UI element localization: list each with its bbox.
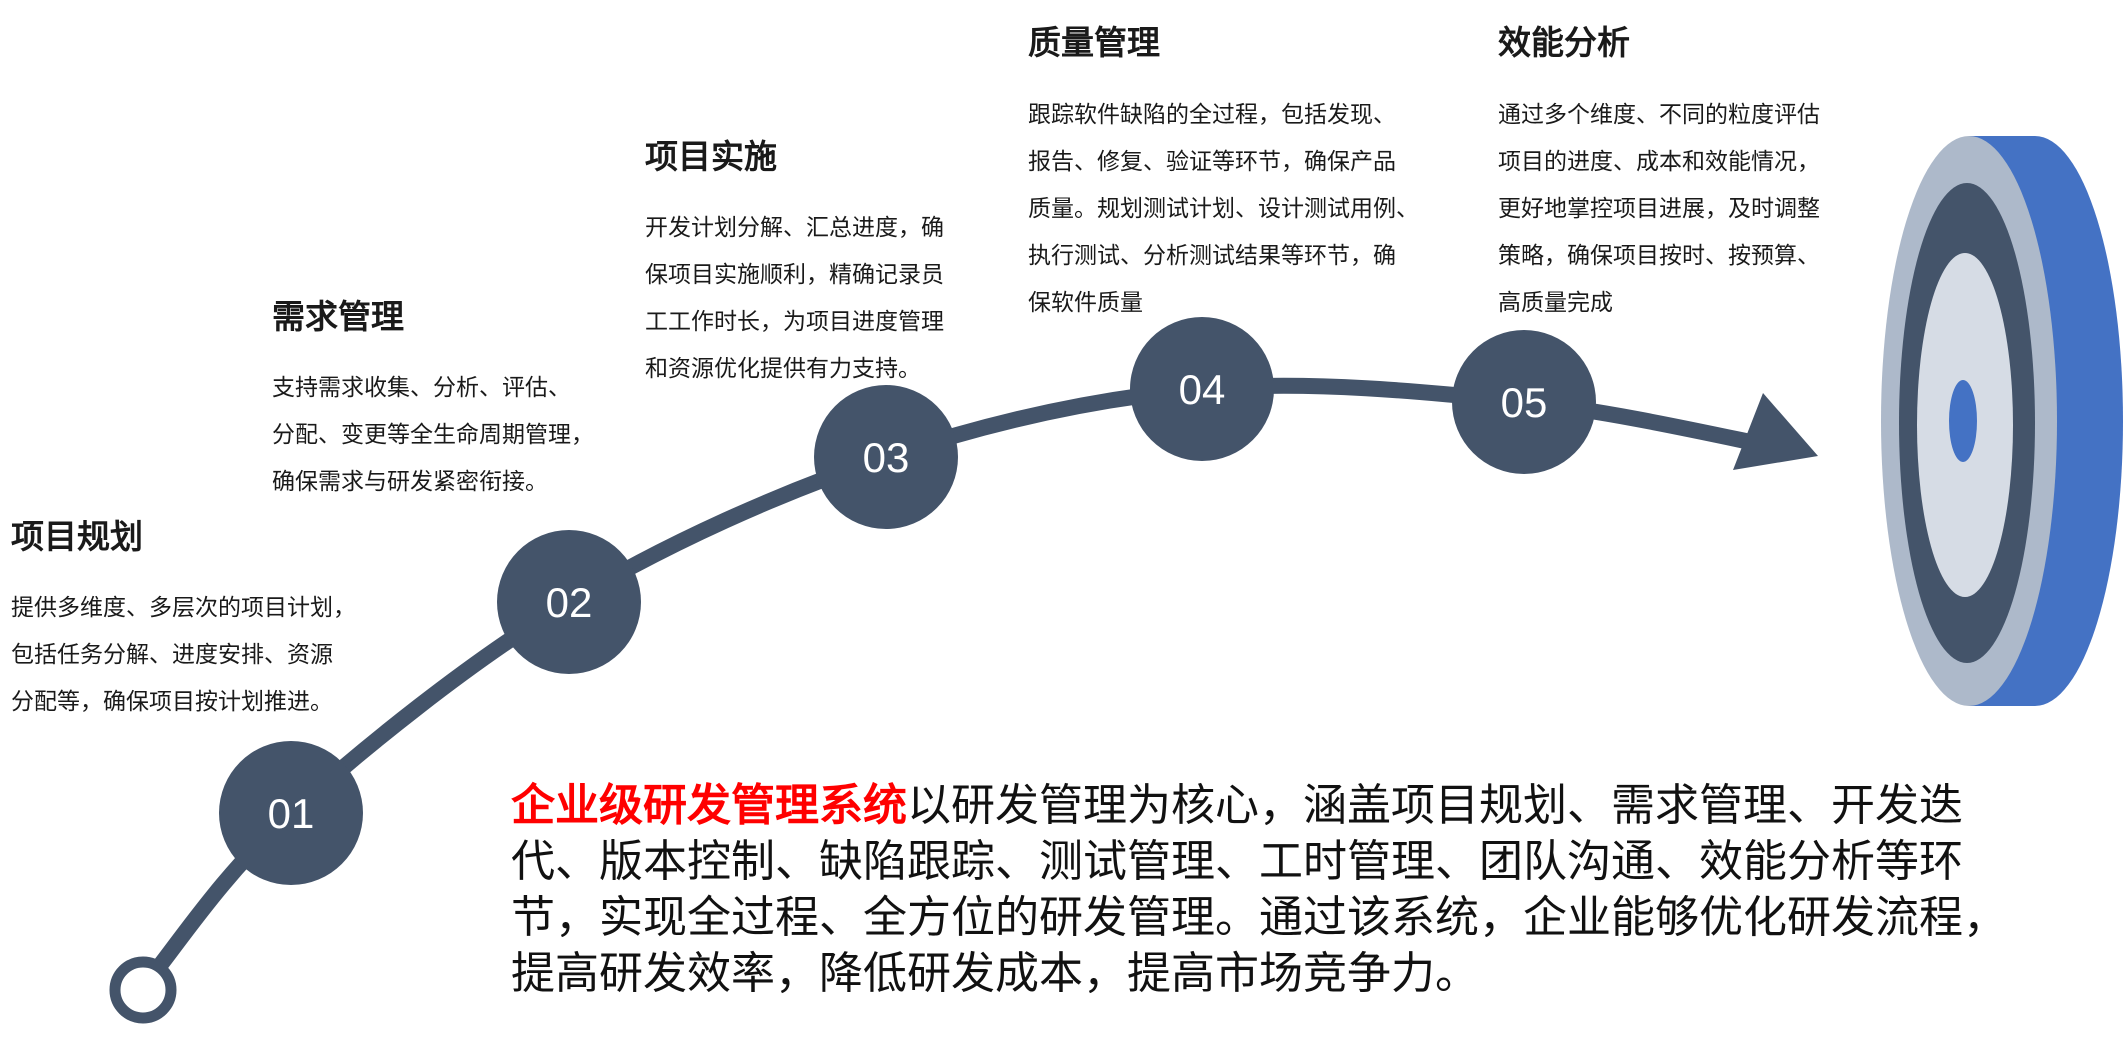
description-line: 更好地掌控项目进展，及时调整 — [1498, 196, 1820, 222]
step-node-01: 01 — [219, 741, 363, 885]
summary-line: 提高研发效率，降低研发成本，提高市场竞争力。 — [511, 948, 1479, 999]
summary-line: 企业级研发管理系统以研发管理为核心，涵盖项目规划、需求管理、开发迭 — [511, 780, 1963, 831]
step-number: 03 — [863, 434, 910, 481]
target-icon — [1881, 136, 2123, 706]
stage-title: 效能分析 — [1498, 23, 1630, 62]
description-line: 高质量完成 — [1498, 290, 1613, 316]
stage-description: 提供多维度、多层次的项目计划， 包括任务分解、进度安排、资源 分配等，确保项目按计划… — [11, 585, 356, 726]
description-line: 跟踪软件缺陷的全过程，包括发现、 — [1028, 102, 1396, 128]
summary-line: 代、版本控制、缺陷跟踪、测试管理、工时管理、团队沟通、效能分析等环 — [511, 836, 1963, 887]
step-number: 04 — [1179, 366, 1226, 413]
step-circle — [497, 530, 641, 674]
description-line: 通过多个维度、不同的粒度评估 — [1498, 102, 1820, 128]
step-circle — [1130, 317, 1274, 461]
description-line: 策略，确保项目按时、按预算、 — [1498, 243, 1820, 269]
step-number: 02 — [546, 579, 593, 626]
stage-description: 支持需求收集、分析、评估、 分配、变更等全生命周期管理， 确保需求与研发紧密衔接。 — [272, 365, 594, 506]
stage-title: 项目规划 — [11, 517, 143, 556]
step-circle — [814, 385, 958, 529]
step-circle — [1452, 330, 1596, 474]
summary-paragraph: 企业级研发管理系统以研发管理为核心，涵盖项目规划、需求管理、开发迭 代、版本控制… — [511, 778, 2007, 1002]
description-line: 开发计划分解、汇总进度，确 — [645, 215, 944, 241]
step-number: 01 — [268, 790, 315, 837]
summary-line: 节，实现全过程、全方位的研发管理。通过该系统，企业能够优化研发流程， — [511, 892, 2007, 943]
description-line: 报告、修复、验证等环节，确保产品 — [1028, 149, 1396, 175]
stage-title: 项目实施 — [645, 137, 777, 176]
description-line: 分配等，确保项目按计划推进。 — [11, 689, 333, 715]
step-number: 05 — [1501, 379, 1548, 426]
description-line: 分配、变更等全生命周期管理， — [272, 422, 594, 448]
stage-title: 质量管理 — [1028, 23, 1160, 62]
step-node-03: 03 — [814, 385, 958, 529]
description-line: 执行测试、分析测试结果等环节，确 — [1028, 243, 1396, 269]
description-line: 质量。规划测试计划、设计测试用例、 — [1028, 196, 1419, 222]
description-line: 提供多维度、多层次的项目计划， — [11, 595, 356, 621]
description-line: 支持需求收集、分析、评估、 — [272, 375, 571, 401]
description-line: 包括任务分解、进度安排、资源 — [11, 642, 333, 668]
description-line: 项目的进度、成本和效能情况， — [1498, 149, 1820, 175]
description-line: 确保需求与研发紧密衔接。 — [272, 469, 548, 495]
stage-title: 需求管理 — [272, 297, 404, 336]
description-line: 和资源优化提供有力支持。 — [645, 356, 921, 382]
stage-description: 跟踪软件缺陷的全过程，包括发现、 报告、修复、验证等环节，确保产品 质量。规划测试计… — [1028, 92, 1419, 327]
arrow-head-icon — [1733, 393, 1818, 470]
description-line: 保软件质量 — [1028, 290, 1143, 316]
description-line: 保项目实施顺利，精确记录员 — [645, 262, 944, 288]
step-node-02: 02 — [497, 530, 641, 674]
step-node-04: 04 — [1130, 317, 1274, 461]
summary-highlight: 企业级研发管理系统 — [511, 780, 907, 831]
start-ring-icon — [109, 956, 177, 1024]
step-node-05: 05 — [1452, 330, 1596, 474]
step-circle — [219, 741, 363, 885]
stage-description: 通过多个维度、不同的粒度评估 项目的进度、成本和效能情况， 更好地掌控项目进展，及时… — [1498, 92, 1820, 327]
stage-description: 开发计划分解、汇总进度，确 保项目实施顺利，精确记录员 工工作时长，为项目进度管理和… — [645, 205, 944, 393]
description-line: 工工作时长，为项目进度管理 — [645, 309, 944, 335]
